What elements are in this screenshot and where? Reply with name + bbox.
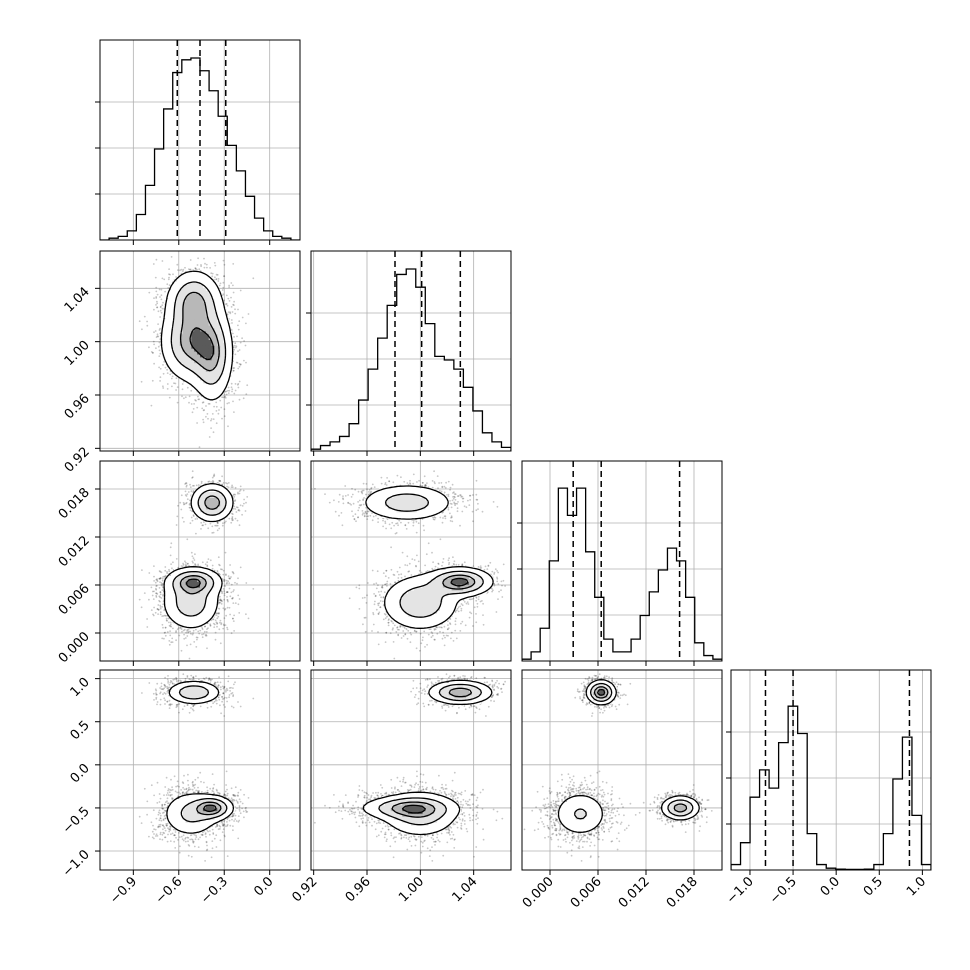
x-tick-label: 0.018 (664, 874, 701, 911)
x-tick-label: 1.04 (449, 874, 480, 905)
panel-3-3-frame (730, 669, 932, 871)
y-tick-label: 1.04 (62, 285, 93, 316)
density-fill (165, 482, 233, 629)
x-tick-label: 0.96 (343, 874, 374, 905)
panel-1-0 (95, 250, 301, 456)
histogram-3 (731, 705, 931, 870)
y-tick-label: 0.018 (56, 485, 93, 522)
y-tick-label: 1.00 (62, 338, 93, 369)
x-tick-label: 1.00 (396, 874, 427, 905)
x-tick-label: −0.6 (153, 874, 186, 907)
panel-2-1 (310, 460, 512, 666)
y-tick-label: 1.0 (68, 675, 93, 700)
y-tick-label: 0.96 (62, 391, 93, 422)
grid-lines (311, 251, 511, 451)
y-tick-label: 0.012 (56, 533, 93, 570)
x-tick-label: 0.92 (289, 874, 320, 905)
panel-2-2-frame (521, 460, 723, 662)
panel-3-1-frame (310, 669, 512, 871)
y-tick-label: 0.0 (68, 761, 93, 786)
panel-1-1 (306, 250, 512, 456)
histogram-2 (522, 487, 722, 661)
contour-lines (166, 680, 235, 834)
x-tick-label: 0.0 (818, 874, 843, 899)
panel-3-0 (95, 669, 301, 875)
contour-lines (557, 679, 700, 833)
panel-0-0-frame (99, 39, 301, 241)
panel-0-0 (95, 39, 301, 245)
panel-3-1 (310, 669, 512, 875)
contour-lines (362, 679, 493, 836)
contour-lines (160, 270, 234, 401)
panel-3-2-frame (521, 669, 723, 871)
y-tick-label: −0.5 (60, 804, 93, 837)
x-tick-label: −0.3 (198, 874, 231, 907)
x-tick-label: 0.006 (568, 874, 605, 911)
panel-3-3 (726, 669, 932, 875)
x-tick-label: 1.0 (904, 874, 929, 899)
y-tick-label: 0.92 (62, 445, 93, 476)
panel-2-0 (95, 460, 301, 666)
panel-3-0-frame (99, 669, 301, 871)
x-tick-label: 0.012 (616, 874, 653, 911)
panel-2-0-frame (99, 460, 301, 662)
x-tick-label: −1.0 (724, 874, 757, 907)
y-tick-label: −1.0 (60, 847, 93, 880)
y-tick-label: 0.006 (56, 581, 93, 618)
histogram-1 (311, 268, 511, 451)
contour-lines (365, 485, 494, 629)
x-tick-label: 0.0 (251, 874, 276, 899)
x-tick-label: 0.5 (861, 874, 886, 899)
y-tick-label: 0.000 (56, 629, 93, 666)
x-tick-label: 0.000 (520, 874, 557, 911)
grid-lines (100, 670, 300, 870)
scatter-points (523, 673, 713, 862)
panel-1-1-frame (310, 250, 512, 452)
y-tick-label: 0.5 (68, 718, 93, 743)
x-tick-label: −0.5 (767, 874, 800, 907)
panel-3-2 (521, 669, 723, 875)
contour-lines (163, 483, 234, 629)
panel-1-0-frame (99, 250, 301, 452)
panel-2-1-frame (310, 460, 512, 662)
panel-2-2 (517, 460, 723, 666)
x-tick-label: −0.9 (107, 874, 140, 907)
